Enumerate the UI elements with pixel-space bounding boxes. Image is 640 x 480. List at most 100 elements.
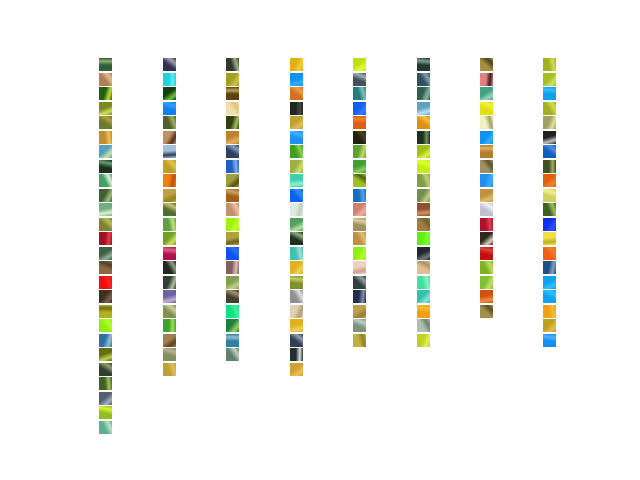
thumbnail-image	[353, 334, 366, 347]
thumbnail-image	[480, 189, 493, 202]
thumbnail-image	[99, 218, 112, 231]
thumbnail-image	[543, 305, 556, 318]
thumbnail-image	[163, 131, 176, 144]
thumbnail-image	[226, 232, 239, 245]
thumbnail-image	[353, 261, 366, 274]
thumbnail-image	[417, 319, 430, 332]
thumbnail-image	[163, 160, 176, 173]
thumbnail-image	[290, 174, 303, 187]
thumbnail-image	[353, 247, 366, 260]
thumbnail-image	[226, 73, 239, 86]
thumbnail-image	[163, 145, 176, 158]
thumbnail-image	[543, 58, 556, 71]
thumbnail-image	[417, 174, 430, 187]
thumbnail-image	[99, 145, 112, 158]
thumbnail-image	[353, 174, 366, 187]
thumbnail-image	[417, 116, 430, 129]
thumbnail-image	[99, 392, 112, 405]
thumbnail-image	[226, 276, 239, 289]
thumbnail-image	[163, 276, 176, 289]
thumbnail-image	[226, 58, 239, 71]
thumbnail-image	[417, 145, 430, 158]
thumbnail-image	[290, 319, 303, 332]
thumbnail-image	[543, 261, 556, 274]
thumbnail-image	[543, 145, 556, 158]
thumbnail-image	[543, 276, 556, 289]
thumbnail-image	[543, 73, 556, 86]
thumbnail-image	[290, 102, 303, 115]
thumbnail-image	[99, 276, 112, 289]
thumbnail-image	[353, 305, 366, 318]
thumbnail-image	[417, 276, 430, 289]
thumbnail-image	[99, 102, 112, 115]
thumbnail-image	[99, 363, 112, 376]
thumbnail-image	[163, 348, 176, 361]
thumbnail-image	[353, 189, 366, 202]
thumbnail-image	[543, 131, 556, 144]
thumbnail-image	[543, 160, 556, 173]
thumbnail-image	[290, 261, 303, 274]
thumbnail-image	[543, 87, 556, 100]
thumbnail-image	[290, 131, 303, 144]
thumbnail-image	[226, 189, 239, 202]
thumbnail-image	[163, 232, 176, 245]
thumbnail-image	[543, 247, 556, 260]
thumbnail-image	[353, 160, 366, 173]
thumbnail-image	[290, 160, 303, 173]
thumbnail-image	[417, 305, 430, 318]
thumbnail-image	[99, 305, 112, 318]
thumbnail-image	[163, 203, 176, 216]
thumbnail-image	[480, 276, 493, 289]
thumbnail-image	[353, 276, 366, 289]
thumbnail-image	[99, 421, 112, 434]
thumbnail-image	[543, 116, 556, 129]
thumbnail-image	[353, 145, 366, 158]
thumbnail-image	[290, 276, 303, 289]
thumbnail-image	[226, 334, 239, 347]
thumbnail-image	[417, 87, 430, 100]
thumbnail-image	[163, 174, 176, 187]
thumbnail-image	[543, 203, 556, 216]
thumbnail-image	[226, 87, 239, 100]
thumbnail-image	[353, 218, 366, 231]
thumbnail-image	[226, 102, 239, 115]
thumbnail-image	[290, 334, 303, 347]
thumbnail-image	[99, 58, 112, 71]
thumbnail-image	[417, 131, 430, 144]
thumbnail-image	[163, 261, 176, 274]
thumbnail-image	[290, 247, 303, 260]
thumbnail-image	[163, 189, 176, 202]
thumbnail-image	[99, 116, 112, 129]
thumbnail-image	[226, 261, 239, 274]
thumbnail-image	[163, 102, 176, 115]
thumbnail-image	[543, 232, 556, 245]
thumbnail-image	[163, 73, 176, 86]
thumbnail-image	[353, 319, 366, 332]
thumbnail-image	[290, 87, 303, 100]
thumbnail-image	[290, 189, 303, 202]
thumbnail-image	[417, 290, 430, 303]
thumbnail-image	[417, 334, 430, 347]
thumbnail-image	[226, 131, 239, 144]
thumbnail-image	[99, 174, 112, 187]
thumbnail-image	[290, 232, 303, 245]
thumbnail-image	[290, 203, 303, 216]
thumbnail-image	[99, 131, 112, 144]
thumbnail-image	[99, 189, 112, 202]
thumbnail-image	[543, 334, 556, 347]
thumbnail-image	[99, 406, 112, 419]
thumbnail-image	[417, 247, 430, 260]
thumbnail-image	[163, 116, 176, 129]
thumbnail-image	[353, 131, 366, 144]
thumbnail-image	[99, 247, 112, 260]
thumbnail-image	[417, 73, 430, 86]
thumbnail-image	[353, 58, 366, 71]
thumbnail-image	[417, 232, 430, 245]
thumbnail-image	[290, 348, 303, 361]
thumbnail-image	[99, 203, 112, 216]
thumbnail-image	[480, 58, 493, 71]
thumbnail-image	[226, 348, 239, 361]
thumbnail-image	[353, 203, 366, 216]
thumbnail-image	[480, 145, 493, 158]
